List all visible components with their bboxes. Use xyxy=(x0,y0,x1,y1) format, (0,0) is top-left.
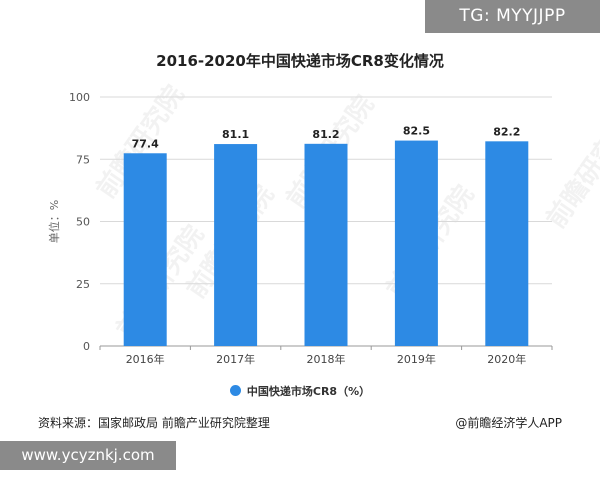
data-label: 81.2 xyxy=(312,128,339,141)
x-tick-label: 2019年 xyxy=(397,352,436,366)
x-axis-ticks: 2016年 2017年 2018年 2019年 2020年 xyxy=(99,346,553,366)
credit-note: @前瞻经济学人APP xyxy=(455,416,562,430)
y-axis-ticks: 0 25 50 75 100 xyxy=(69,91,90,353)
y-tick-label: 100 xyxy=(69,91,90,104)
legend: 中国快递市场CR8（%） xyxy=(0,383,600,399)
data-labels: 77.4 81.1 81.2 82.5 82.2 xyxy=(132,125,521,151)
data-label: 77.4 xyxy=(132,137,159,150)
y-tick-label: 0 xyxy=(83,340,90,353)
y-tick-label: 50 xyxy=(76,216,90,229)
data-label: 82.2 xyxy=(493,125,520,138)
x-tick-label: 2018年 xyxy=(307,352,346,366)
source-note: 资料来源：国家邮政局 前瞻产业研究院整理 xyxy=(38,416,270,430)
x-tick-label: 2020年 xyxy=(487,352,526,366)
x-tick-label: 2016年 xyxy=(126,352,165,366)
watermark-tag-bottom: www.ycyznkj.com xyxy=(0,441,176,470)
watermark-tag-top: TG: MYYJJPP xyxy=(425,0,600,33)
bar xyxy=(214,144,258,346)
bar xyxy=(304,143,348,346)
legend-marker xyxy=(229,385,241,396)
chart-title: 2016-2020年中国快递市场CR8变化情况 xyxy=(156,52,444,70)
y-axis-label: 单位：% xyxy=(47,200,61,243)
bar xyxy=(485,141,529,346)
bar-chart: 前瞻研究院前瞻研究院前瞻研究院前瞻研究院前瞻研究院前瞻研究院 025507510… xyxy=(47,80,600,366)
footer: 资料来源：国家邮政局 前瞻产业研究院整理 @前瞻经济学人APP xyxy=(38,414,562,431)
y-tick-label: 75 xyxy=(76,153,90,166)
data-label: 81.1 xyxy=(222,128,249,141)
x-tick-label: 2017年 xyxy=(216,352,255,366)
bars xyxy=(123,140,529,346)
legend-label: 中国快递市场CR8（%） xyxy=(246,385,371,398)
bar xyxy=(123,153,167,346)
y-tick-label: 25 xyxy=(76,278,90,291)
watermark-text: 前瞻研究院 xyxy=(540,110,600,234)
bar xyxy=(394,140,438,346)
data-label: 82.5 xyxy=(403,125,430,138)
